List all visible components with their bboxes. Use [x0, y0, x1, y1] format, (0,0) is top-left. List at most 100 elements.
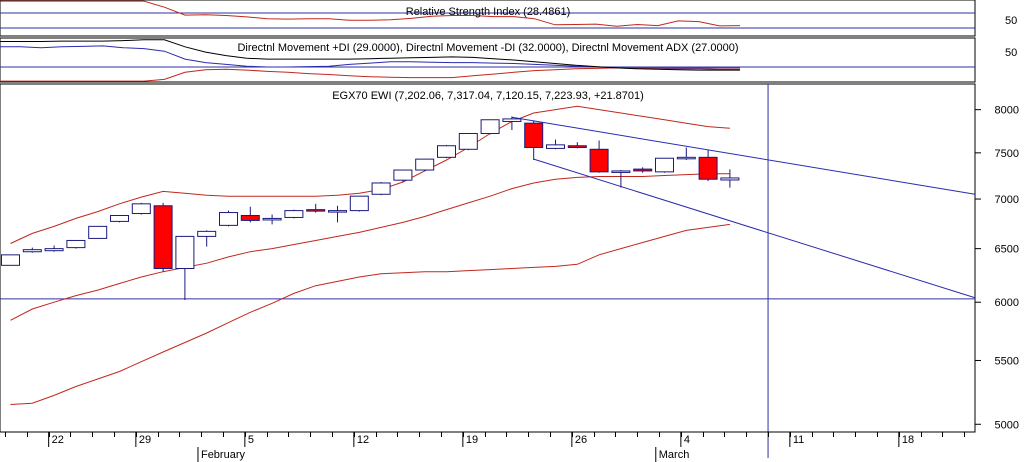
candle-body [567, 145, 587, 149]
candle-6 [110, 214, 129, 223]
candle-body [611, 170, 631, 173]
candle-28 [589, 140, 609, 173]
x-tick-label-26: 26 [575, 434, 587, 446]
candle-body [371, 182, 391, 195]
rsi-title: Relative Strength Index (28.4861) [406, 6, 571, 18]
middle-band-line [10, 173, 730, 321]
dmi-title: Directnl Movement +DI (29.0000), Directn… [237, 42, 738, 54]
upper-band-line [10, 105, 730, 244]
candle-body [131, 203, 151, 215]
trendline-2 [533, 158, 976, 299]
candle-body [219, 212, 238, 226]
candle-21 [437, 144, 456, 159]
candle-body [240, 214, 260, 221]
candle-body [88, 225, 108, 239]
x-tick-label-11: 11 [793, 434, 804, 446]
candle-body [458, 132, 478, 150]
x-tick-label-4: 4 [684, 434, 690, 446]
candle-body [262, 217, 282, 221]
candle-body [44, 248, 64, 252]
candle-body [633, 168, 653, 172]
candle-1 [1, 254, 20, 266]
candle-23 [480, 119, 500, 135]
rsi-panel: Relative Strength Index (28.4861) 50 [0, 0, 1017, 37]
candle-body [655, 157, 674, 173]
candle-body [306, 209, 326, 212]
candle-body [1, 254, 20, 266]
lower-band-line [10, 223, 730, 405]
candle-body [480, 119, 500, 134]
candle-5 [88, 225, 108, 239]
candle-13 [262, 214, 282, 225]
y-tick-label-7000: 7000 [995, 194, 1019, 206]
price-title: EGX70 EWI (7,202.06, 7,317.04, 7,120.15,… [332, 90, 644, 102]
candle-body [589, 148, 609, 173]
adx-line [0, 39, 740, 71]
candle-34 [720, 169, 740, 188]
candle-body [676, 156, 696, 160]
candle-18 [371, 182, 391, 196]
candle-9 [175, 235, 195, 300]
candle-body [502, 118, 522, 122]
candle-3 [44, 245, 64, 252]
y-tick-label-8000: 8000 [995, 105, 1019, 117]
y-tick-label-7500: 7500 [995, 148, 1019, 160]
candle-body [698, 156, 718, 180]
candle-20 [415, 158, 435, 171]
candle-11 [219, 210, 238, 227]
candle-31 [655, 157, 674, 173]
price-panel: EGX70 EWI (7,202.06, 7,317.04, 7,120.15,… [0, 83, 1019, 458]
x-tick-label-12: 12 [357, 434, 369, 446]
candle-10 [197, 230, 217, 247]
y-tick-label-5500: 5500 [995, 355, 1019, 367]
candle-16 [328, 205, 347, 223]
candle-12 [240, 206, 260, 223]
month-label-March: March [659, 449, 690, 461]
x-axis: 22 29 5 12 19 26 4 11 18 February March [0, 431, 975, 462]
candle-15 [306, 203, 326, 213]
x-tick-label-5: 5 [248, 434, 254, 446]
dmi-y-tick-50: 50 [1005, 47, 1017, 59]
candle-body [175, 235, 195, 270]
candle-body [720, 177, 740, 181]
rsi-y-tick-50: 50 [1005, 15, 1017, 27]
candle-25 [524, 120, 544, 161]
candle-14 [284, 209, 304, 219]
x-tick-label-29: 29 [139, 434, 151, 446]
x-tick-label-18: 18 [902, 434, 914, 446]
candle-24 [502, 116, 522, 131]
candle-body [328, 210, 347, 213]
candle-body [437, 145, 456, 158]
candle-29 [611, 170, 631, 188]
month-label-February: February [201, 449, 246, 461]
y-tick-label-6500: 6500 [995, 244, 1019, 256]
candle-body [110, 214, 129, 222]
candle-body [546, 144, 565, 149]
candle-17 [349, 195, 369, 212]
candle-body [524, 122, 544, 149]
x-tick-label-19: 19 [466, 434, 478, 446]
candle-body [349, 195, 369, 212]
candle-body [153, 205, 173, 270]
candle-32 [676, 147, 696, 161]
candle-26 [546, 139, 565, 150]
candle-body [197, 230, 217, 237]
rsi-series-line [0, 0, 741, 27]
candle-2 [22, 247, 42, 253]
y-tick-label-5000: 5000 [995, 419, 1019, 431]
dmi-panel: Directnl Movement +DI (29.0000), Directn… [0, 37, 1017, 83]
candle-body [284, 210, 304, 218]
candle-19 [393, 169, 413, 183]
trendline-1 [511, 116, 976, 195]
candle-27 [567, 142, 587, 149]
candle-body [22, 249, 42, 253]
candle-body [393, 169, 413, 181]
candle-4 [66, 239, 86, 249]
candle-8 [153, 202, 173, 272]
candle-30 [633, 167, 653, 173]
x-tick-label-22: 22 [52, 434, 64, 446]
candle-body [66, 239, 86, 249]
candle-22 [458, 132, 478, 151]
y-tick-label-6000: 6000 [995, 297, 1019, 309]
